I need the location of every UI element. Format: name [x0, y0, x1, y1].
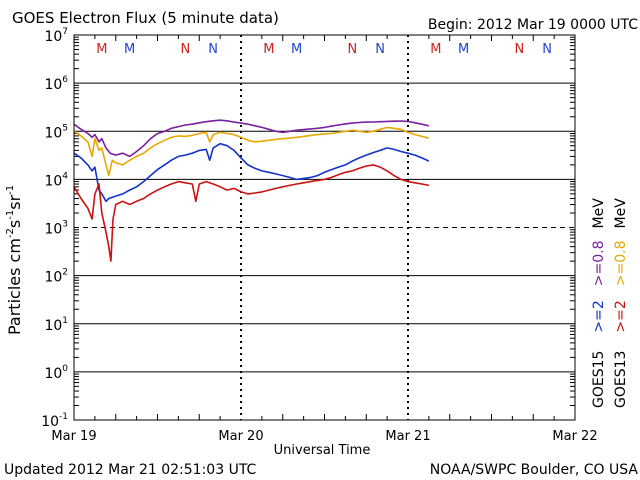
plot-frame	[73, 34, 576, 421]
y-tick-label: 10-1	[41, 412, 68, 430]
satellite-marker: N	[514, 42, 524, 57]
series-line	[73, 164, 430, 262]
satellite-marker: M	[291, 42, 302, 57]
y-tick-label: 102	[44, 268, 68, 286]
satellite-marker: M	[96, 42, 107, 57]
legend-goes15: GOES15>=2>=0.8MeV	[591, 198, 607, 408]
satellite-marker: N	[375, 42, 385, 57]
satellite-marker: N	[208, 42, 218, 57]
y-tick-labels: 107 106 105 104 103 102 101 100 10-1	[41, 27, 68, 430]
series-line	[73, 126, 430, 177]
day-dividers	[240, 35, 409, 420]
satellite-marker: M	[430, 42, 441, 57]
y-tick-label: 105	[44, 123, 68, 141]
y-tick-label: 103	[44, 220, 68, 238]
satellite-marker: M	[124, 42, 135, 57]
series-line	[73, 142, 430, 203]
chart-title: GOES Electron Flux (5 minute data)	[12, 9, 279, 27]
x-axis-label: Universal Time	[274, 443, 371, 458]
series-layer	[73, 119, 430, 262]
x-tick-label: Mar 22	[552, 429, 597, 444]
y-tick-label: 106	[44, 75, 68, 93]
minor-ticks	[94, 35, 555, 420]
x-tick-label: Mar 21	[385, 429, 430, 444]
satellite-marker: N	[347, 42, 357, 57]
legend-goes13: GOES13>=2>=0.8MeV	[613, 198, 629, 408]
updated-timestamp: Updated 2012 Mar 21 02:51:03 UTC	[4, 462, 257, 478]
x-tick-label: Mar 20	[218, 429, 263, 444]
y-tick-label: 101	[44, 316, 68, 334]
satellite-marker: N	[542, 42, 552, 57]
x-tick-labels: Mar 19 Mar 20 Mar 21 Mar 22	[51, 429, 597, 444]
begin-label: Begin: 2012 Mar 19 0000 UTC	[428, 17, 638, 33]
y-tick-label: 107	[44, 27, 68, 45]
y-tick-label: 100	[44, 364, 68, 382]
credit-label: NOAA/SWPC Boulder, CO USA	[430, 462, 639, 478]
satellite-marker: N	[180, 42, 190, 57]
satellite-marker: M	[458, 42, 469, 57]
y-tick-label: 104	[44, 171, 68, 189]
series-line	[73, 119, 430, 158]
satellite-marker: M	[263, 42, 274, 57]
x-tick-label: Mar 19	[51, 429, 96, 444]
grid-lines	[74, 36, 575, 407]
y-axis-label: Particles cm-2s-1sr-1	[5, 185, 24, 335]
